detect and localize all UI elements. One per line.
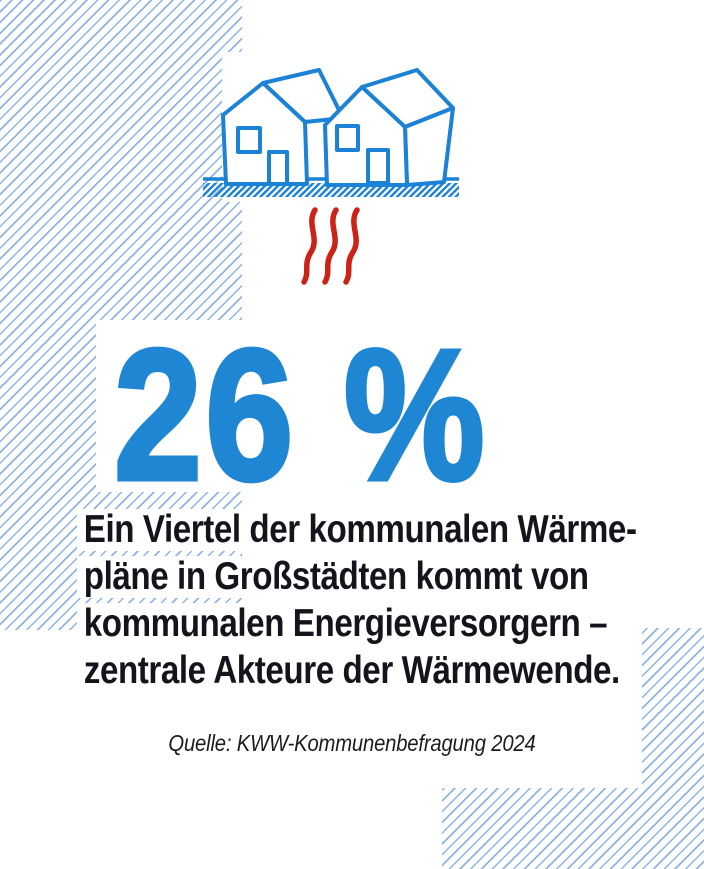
- houses-icon: [203, 68, 459, 197]
- heat-waves-icon: [301, 207, 360, 285]
- window-icon: [335, 124, 360, 152]
- heat-wave: [301, 207, 318, 285]
- house-right: [323, 68, 455, 187]
- description-line-2: pläne in Großstädten kommt von: [77, 556, 603, 598]
- statistic-background-panel: [96, 320, 574, 492]
- description-text: Ein Viertel der kommunalen Wärme- pläne …: [77, 509, 704, 697]
- door-icon: [267, 150, 289, 186]
- door-icon: [366, 148, 390, 185]
- statistic-value: 26 %: [112, 312, 488, 519]
- source-citation: Quelle: KWW-Kommunenbefragung 2024: [168, 730, 536, 756]
- description-line-3: kommunalen Energieversorgern –: [77, 603, 621, 645]
- description-line-4: zentrale Akteure der Wärmewende.: [77, 650, 634, 692]
- heat-wave: [343, 207, 360, 285]
- heat-wave: [322, 207, 339, 285]
- description-line-1: Ein Viertel der kommunalen Wärme-: [77, 509, 651, 551]
- window-icon: [236, 126, 262, 154]
